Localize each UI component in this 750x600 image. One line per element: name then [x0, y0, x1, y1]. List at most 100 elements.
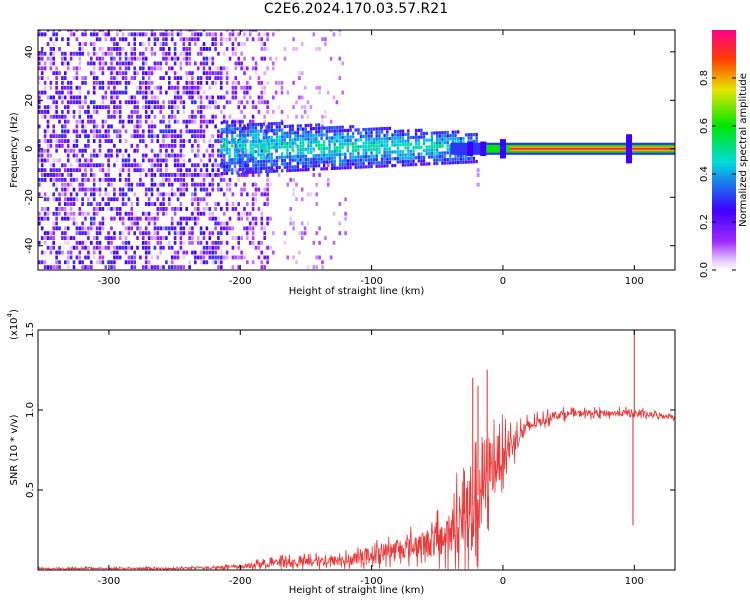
- heatmap-cell: [433, 141, 436, 145]
- heatmap-cell: [441, 158, 444, 162]
- heatmap-cell: [150, 66, 154, 71]
- heatmap-cell: [118, 216, 122, 221]
- heatmap-cell: [362, 151, 365, 155]
- heatmap-cell: [205, 61, 209, 66]
- heatmap-cell: [185, 129, 188, 134]
- heatmap-cell: [66, 187, 70, 192]
- heatmap-cell: [365, 127, 368, 132]
- heatmap-cell: [58, 226, 61, 231]
- heatmap-cell: [286, 152, 289, 156]
- heatmap-cell: [98, 30, 102, 32]
- heatmap-cell: [401, 143, 405, 147]
- heatmap-cell: [278, 125, 281, 129]
- heatmap-cell: [202, 173, 206, 177]
- heatmap-cell: [330, 149, 334, 154]
- heatmap-cell: [121, 202, 125, 206]
- heatmap-cell: [173, 134, 177, 139]
- heatmap-cell: [372, 161, 376, 165]
- heatmap-cell: [214, 255, 217, 260]
- heatmap-cell: [223, 127, 226, 131]
- heatmap-cell: [217, 163, 220, 168]
- heatmap-cell: [266, 255, 269, 260]
- heatmap-cell: [251, 114, 255, 119]
- heatmap-cell: [365, 158, 368, 162]
- heatmap-cell: [399, 153, 402, 157]
- heatmap-cell: [243, 187, 246, 192]
- heatmap-cell: [52, 226, 55, 231]
- heatmap-cell: [72, 51, 76, 56]
- y-tick-label: 0.5: [25, 482, 36, 498]
- heatmap-cell: [231, 255, 235, 260]
- heatmap-cell: [351, 162, 355, 166]
- heatmap-cell: [81, 245, 84, 250]
- heatmap-cell: [84, 163, 87, 168]
- heatmap-cell: [156, 211, 160, 216]
- heatmap-cell: [246, 164, 250, 168]
- heatmap-cell: [92, 245, 96, 250]
- heatmap-cell: [139, 80, 142, 85]
- heatmap-cell: [46, 56, 50, 61]
- heatmap-cell: [304, 134, 307, 138]
- heatmap-cell: [304, 157, 307, 162]
- heatmap-cell: [170, 139, 174, 143]
- heatmap-cell: [291, 158, 294, 162]
- heatmap-cell: [176, 30, 180, 32]
- heatmap-cell: [441, 161, 444, 165]
- heatmap-cell: [341, 162, 344, 167]
- heatmap-cell: [78, 163, 82, 168]
- heatmap-cell: [275, 145, 279, 149]
- heatmap-cell: [367, 148, 371, 152]
- heatmap-cell: [401, 153, 405, 157]
- heatmap-cell: [220, 172, 223, 176]
- heatmap-cell: [338, 142, 342, 146]
- heatmap-cell: [191, 85, 194, 90]
- heatmap-cell: [208, 119, 212, 124]
- heatmap-cell: [142, 236, 145, 240]
- heatmap-cell: [422, 159, 426, 163]
- colorbar-tick-label: 0.2: [699, 214, 710, 230]
- heatmap-cell: [95, 231, 99, 236]
- heatmap-cell: [64, 177, 67, 182]
- heatmap-cell: [320, 160, 323, 164]
- heatmap-cell: [214, 216, 217, 221]
- heatmap-cell: [228, 100, 232, 105]
- heatmap-cell: [107, 192, 110, 197]
- heatmap-cell: [214, 80, 217, 85]
- heatmap-cell: [150, 30, 154, 32]
- heatmap-cell: [278, 138, 281, 142]
- y-tick-label: 40: [24, 45, 35, 58]
- heatmap-cell: [243, 66, 246, 71]
- heatmap-cell: [95, 236, 99, 240]
- heatmap-cell: [217, 76, 220, 80]
- heatmap-cell: [72, 129, 76, 134]
- heatmap-cell: [262, 142, 265, 147]
- heatmap-cell: [248, 211, 252, 216]
- heatmap-cell: [61, 207, 64, 211]
- heatmap-cell: [234, 236, 238, 240]
- heatmap-cell: [354, 162, 357, 166]
- heatmap-cell: [185, 119, 188, 124]
- heatmap-cell: [66, 61, 70, 66]
- heatmap-cell: [98, 105, 102, 110]
- heatmap-cell: [191, 71, 194, 76]
- heatmap-cell: [208, 139, 212, 143]
- heatmap-cell: [228, 226, 232, 231]
- heatmap-cell: [263, 90, 266, 95]
- heatmap-cell: [165, 192, 168, 197]
- heatmap-cell: [300, 71, 304, 76]
- heatmap-cell: [223, 168, 226, 172]
- heatmap-cell: [110, 226, 113, 231]
- heatmap-cell: [286, 114, 290, 119]
- heatmap-cell: [40, 158, 44, 163]
- heatmap-cell: [98, 37, 102, 42]
- heatmap-cell: [231, 134, 234, 138]
- heatmap-cell: [144, 71, 148, 76]
- heatmap-cell: [72, 153, 76, 158]
- heatmap-cell: [52, 163, 55, 168]
- heatmap-cell: [246, 85, 249, 90]
- heatmap-cell: [104, 265, 108, 270]
- heatmap-cell: [254, 139, 258, 144]
- heatmap-cell: [147, 245, 151, 250]
- heatmap-cell: [113, 42, 116, 46]
- heatmap-cell: [81, 30, 84, 32]
